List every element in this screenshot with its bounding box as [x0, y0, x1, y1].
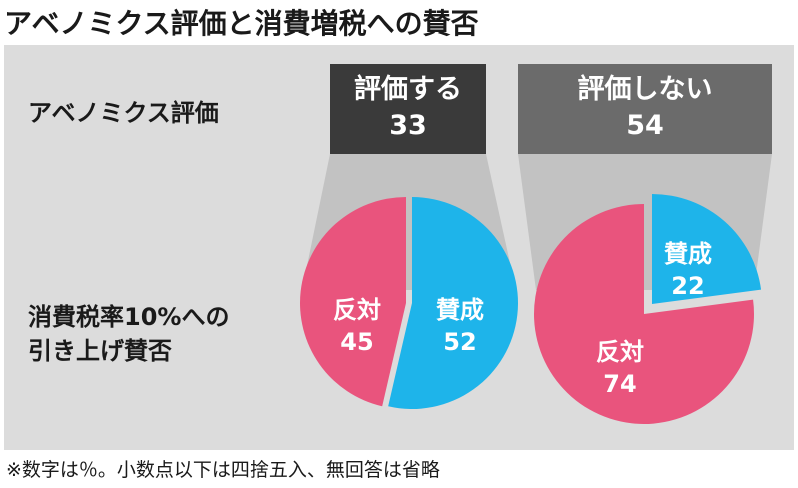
pie-slice-oppose — [534, 204, 754, 424]
group-label-approve: 評価する — [354, 74, 462, 105]
slice-label-oppose: 反対 — [333, 296, 381, 324]
slice-value-oppose: 45 — [340, 328, 373, 356]
pie-slice-favor — [388, 197, 518, 410]
slice-label-favor: 賛成 — [664, 240, 712, 268]
row-label-tax-line1: 消費税率10%への — [28, 303, 230, 331]
slice-value-oppose: 74 — [603, 370, 636, 398]
footnote: ※数字は％。小数点以下は四捨五入、無回答は省略 — [6, 459, 440, 481]
slice-label-oppose: 反対 — [596, 338, 644, 366]
slice-label-favor: 賛成 — [436, 296, 484, 324]
row-label-tax-line2: 引き上げ賛否 — [28, 337, 172, 365]
row-label-abenomics: アベノミクス評価 — [28, 99, 219, 127]
pie-slice-oppose — [300, 196, 406, 407]
slice-value-favor: 22 — [671, 272, 704, 300]
pie-disapprove: 賛成 22 反対 74 — [534, 194, 762, 424]
slice-value-favor: 52 — [443, 328, 476, 356]
group-box-disapprove: 評価しない 54 — [518, 64, 772, 154]
pie-slice-favor — [652, 194, 762, 304]
group-box-approve: 評価する 33 — [330, 64, 486, 154]
pie-approve: 賛成 52 反対 45 — [300, 196, 518, 410]
chart-title: アベノミクス評価と消費増税への賛否 — [4, 7, 479, 40]
group-value-approve: 33 — [389, 110, 427, 141]
group-label-disapprove: 評価しない — [577, 74, 713, 105]
group-value-disapprove: 54 — [626, 110, 664, 141]
